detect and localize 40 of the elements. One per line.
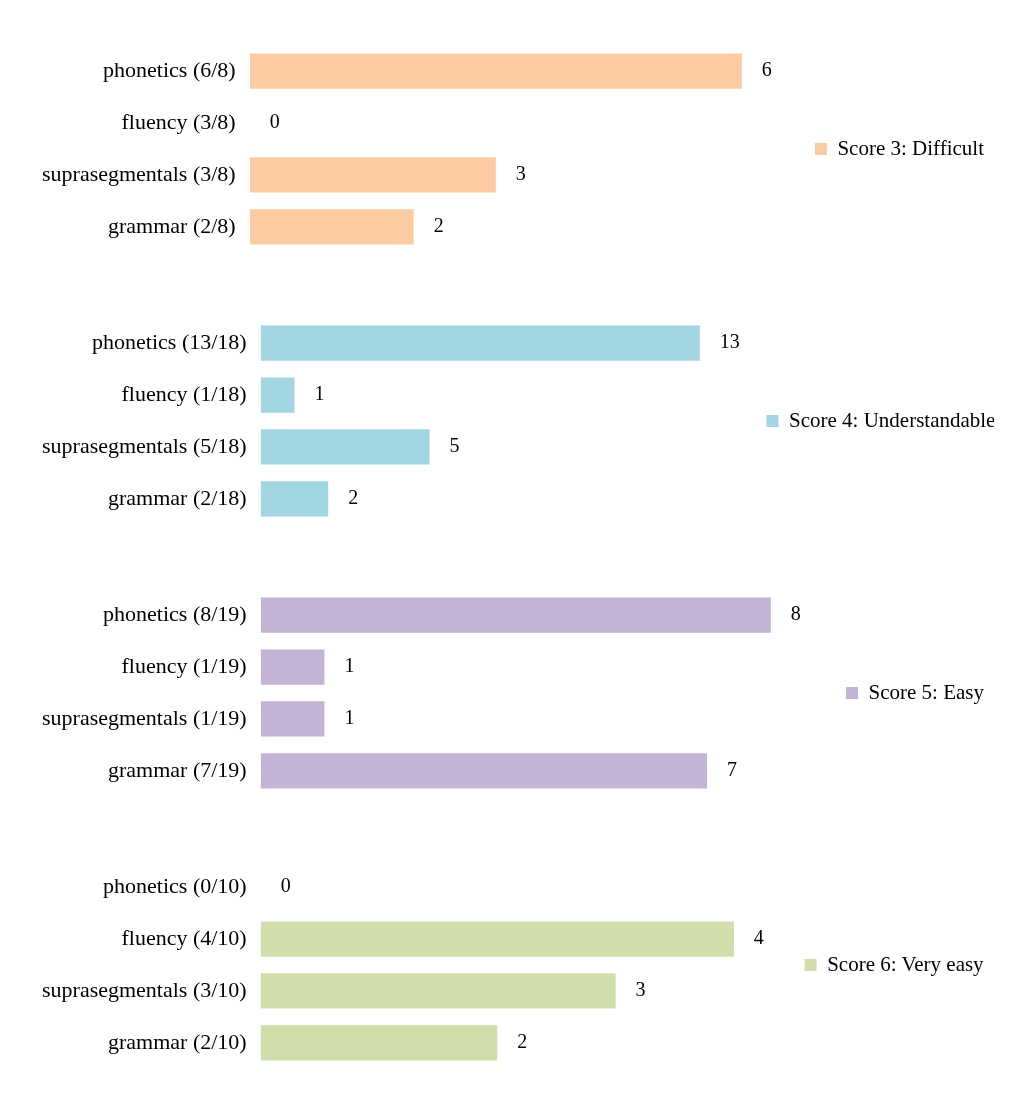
y-tick-label: grammar (2/10) bbox=[108, 1028, 247, 1054]
y-tick-label: suprasegmentals (3/10) bbox=[42, 976, 247, 1002]
y-tick-label: phonetics (0/10) bbox=[103, 872, 247, 898]
data-label: 7 bbox=[727, 758, 738, 781]
bar bbox=[260, 377, 295, 413]
y-tick-label: grammar (2/8) bbox=[108, 212, 236, 238]
data-label: 4 bbox=[753, 926, 764, 949]
y-tick-label: fluency (1/19) bbox=[121, 652, 247, 678]
data-label: 5 bbox=[449, 434, 460, 457]
data-label: 1 bbox=[344, 706, 355, 729]
data-label: 1 bbox=[344, 654, 355, 677]
data-label: 0 bbox=[269, 110, 280, 133]
y-tick-label: phonetics (13/18) bbox=[92, 328, 247, 354]
y-tick-label: fluency (1/18) bbox=[121, 380, 247, 406]
data-label: 2 bbox=[348, 486, 359, 509]
y-tick-label: fluency (4/10) bbox=[121, 924, 247, 950]
legend-label: Score 5: Easy bbox=[868, 679, 985, 704]
data-label: 3 bbox=[515, 162, 526, 185]
y-tick-label: phonetics (6/8) bbox=[103, 56, 236, 82]
legend-label: Score 4: Understandable bbox=[789, 407, 996, 432]
data-label: 8 bbox=[790, 602, 801, 625]
legend-label: Score 6: Very easy bbox=[827, 951, 985, 976]
y-tick-label: suprasegmentals (1/19) bbox=[42, 704, 247, 730]
y-tick-label: suprasegmentals (3/8) bbox=[42, 160, 236, 186]
y-tick-label: phonetics (8/19) bbox=[103, 600, 247, 626]
legend-label: Score 3: Difficult bbox=[837, 135, 985, 160]
bar bbox=[260, 325, 700, 361]
data-label: 6 bbox=[761, 58, 772, 81]
bar bbox=[260, 481, 329, 517]
data-label: 3 bbox=[635, 978, 646, 1001]
data-label: 13 bbox=[719, 330, 740, 353]
data-label: 2 bbox=[517, 1030, 528, 1053]
data-label: 1 bbox=[314, 382, 325, 405]
bar bbox=[260, 429, 430, 465]
data-label: 0 bbox=[280, 874, 291, 897]
y-tick-label: suprasegmentals (5/18) bbox=[42, 432, 247, 458]
y-tick-label: fluency (3/8) bbox=[121, 108, 236, 134]
y-tick-label: grammar (7/19) bbox=[108, 756, 247, 782]
data-label: 2 bbox=[433, 214, 444, 237]
y-tick-label: grammar (2/18) bbox=[108, 484, 247, 510]
